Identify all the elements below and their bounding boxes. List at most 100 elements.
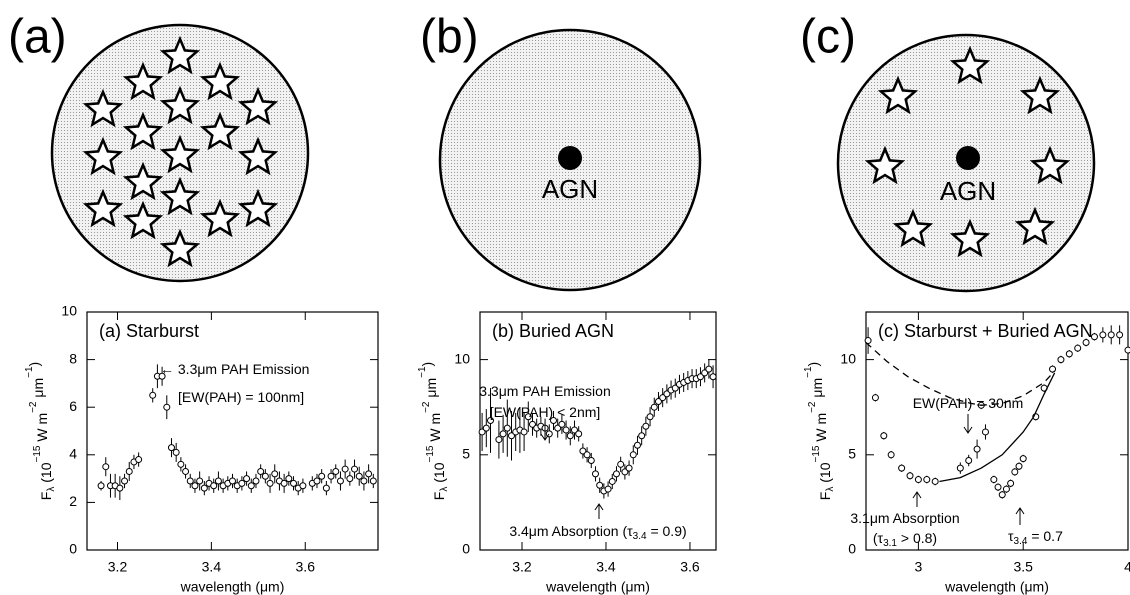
y-label-part: ) <box>419 362 435 367</box>
data-point <box>709 373 717 381</box>
data-point <box>981 428 989 436</box>
y-label-part: W m <box>427 413 443 446</box>
data-point <box>182 467 190 475</box>
data-point <box>1099 331 1107 339</box>
data-point <box>163 403 171 411</box>
data-point <box>121 477 129 485</box>
panel-title: (b) Buried AGN <box>492 321 614 341</box>
data-point <box>871 394 879 402</box>
data-point <box>566 432 574 440</box>
arrow-head <box>540 433 550 441</box>
y-label-part: F <box>38 492 54 501</box>
data-point <box>965 457 973 465</box>
data-point <box>313 477 321 485</box>
y-label-part: ) <box>26 362 42 367</box>
data-point <box>671 384 679 392</box>
panel-title: (a) Starburst <box>99 321 199 341</box>
data-point <box>116 484 124 492</box>
annotation: 3.4μm Absorption (τ3.4 = 0.9) <box>509 523 686 542</box>
data-point <box>503 424 511 432</box>
star <box>1029 145 1071 185</box>
annotation: τ3.4 = 0.7 <box>1008 528 1063 547</box>
data-point <box>591 470 599 478</box>
data-point <box>299 482 307 490</box>
x-tick-label: 3.4 <box>596 559 616 575</box>
annotation-text: 3.1μm Absorption <box>850 510 959 526</box>
x-tick-label: 3.6 <box>296 559 316 575</box>
data-point <box>210 482 218 490</box>
y-label-sub: λ <box>439 487 450 492</box>
model-curve <box>939 372 1056 483</box>
data-point <box>1065 350 1073 358</box>
x-tick-label: 3.2 <box>108 559 128 575</box>
data-point <box>701 369 709 377</box>
y-label-sup: −15 <box>811 445 822 462</box>
data-point <box>341 465 349 473</box>
data-point <box>97 482 105 490</box>
arrow-head <box>1015 507 1025 515</box>
y-tick-label: 0 <box>462 541 470 557</box>
diagram-label: (a) <box>8 11 67 64</box>
annotation-text: EW(PAH) = 30nm <box>913 395 1024 411</box>
y-label-sup: −2 <box>807 401 818 413</box>
star <box>892 208 934 248</box>
data-point <box>102 463 110 471</box>
star <box>949 45 991 85</box>
annotation-text: ← 3.3μm PAH Emission <box>160 361 309 377</box>
data-point <box>285 475 293 483</box>
annotation-text: [EW(PAH) = 100nm] <box>178 389 304 405</box>
data-point <box>923 476 931 484</box>
star <box>159 134 201 174</box>
star <box>199 198 241 238</box>
data-point <box>478 428 486 436</box>
data-point <box>495 436 503 444</box>
data-point <box>880 432 888 440</box>
data-point <box>1002 485 1010 493</box>
data-point <box>365 470 373 478</box>
data-point <box>570 426 578 434</box>
data-point <box>280 479 288 487</box>
star <box>122 200 164 240</box>
plot-frame <box>86 311 379 551</box>
data-point <box>931 477 939 485</box>
y-tick-label: 2 <box>69 493 77 509</box>
y-tick-label: 0 <box>848 541 856 557</box>
data-point <box>336 477 344 485</box>
annotation: [EW(PAH) = 100nm] <box>178 389 304 405</box>
data-point <box>650 403 658 411</box>
data-point <box>1074 344 1082 352</box>
y-label-part: (10 <box>38 462 54 486</box>
star <box>122 61 164 101</box>
data-point <box>898 464 906 472</box>
data-point <box>956 464 964 472</box>
data-point <box>528 420 536 428</box>
data-point <box>482 424 490 432</box>
data-point <box>1116 331 1124 339</box>
data-point <box>659 394 667 402</box>
data-point <box>243 475 251 483</box>
y-label-sup: −15 <box>32 445 43 462</box>
annotation-text: 3.3μm PAH Emission <box>479 383 611 399</box>
y-tick-label: 5 <box>848 446 856 462</box>
y-tick-label: 5 <box>462 446 470 462</box>
agn-label: AGN <box>542 174 598 204</box>
x-tick-label: 3.2 <box>512 559 532 575</box>
y-label-part: W m <box>813 413 829 446</box>
star <box>159 35 201 75</box>
y-label-part: μm <box>30 378 46 402</box>
y-axis-label: Fλ (10−15 W m−2 μm−1) <box>417 362 450 500</box>
annotation: 3.1μm Absorption <box>850 510 959 526</box>
data-point <box>1019 455 1027 463</box>
star <box>159 85 201 125</box>
data-point <box>135 456 143 464</box>
data-point <box>654 397 662 405</box>
data-point <box>247 482 255 490</box>
y-label-sup: −2 <box>421 401 432 413</box>
star <box>82 88 124 128</box>
y-label-part: F <box>431 492 447 501</box>
model-curve <box>865 342 1056 406</box>
data-point <box>1015 462 1023 470</box>
annotation-text: = 0.7 <box>1027 528 1063 544</box>
star <box>864 145 906 185</box>
